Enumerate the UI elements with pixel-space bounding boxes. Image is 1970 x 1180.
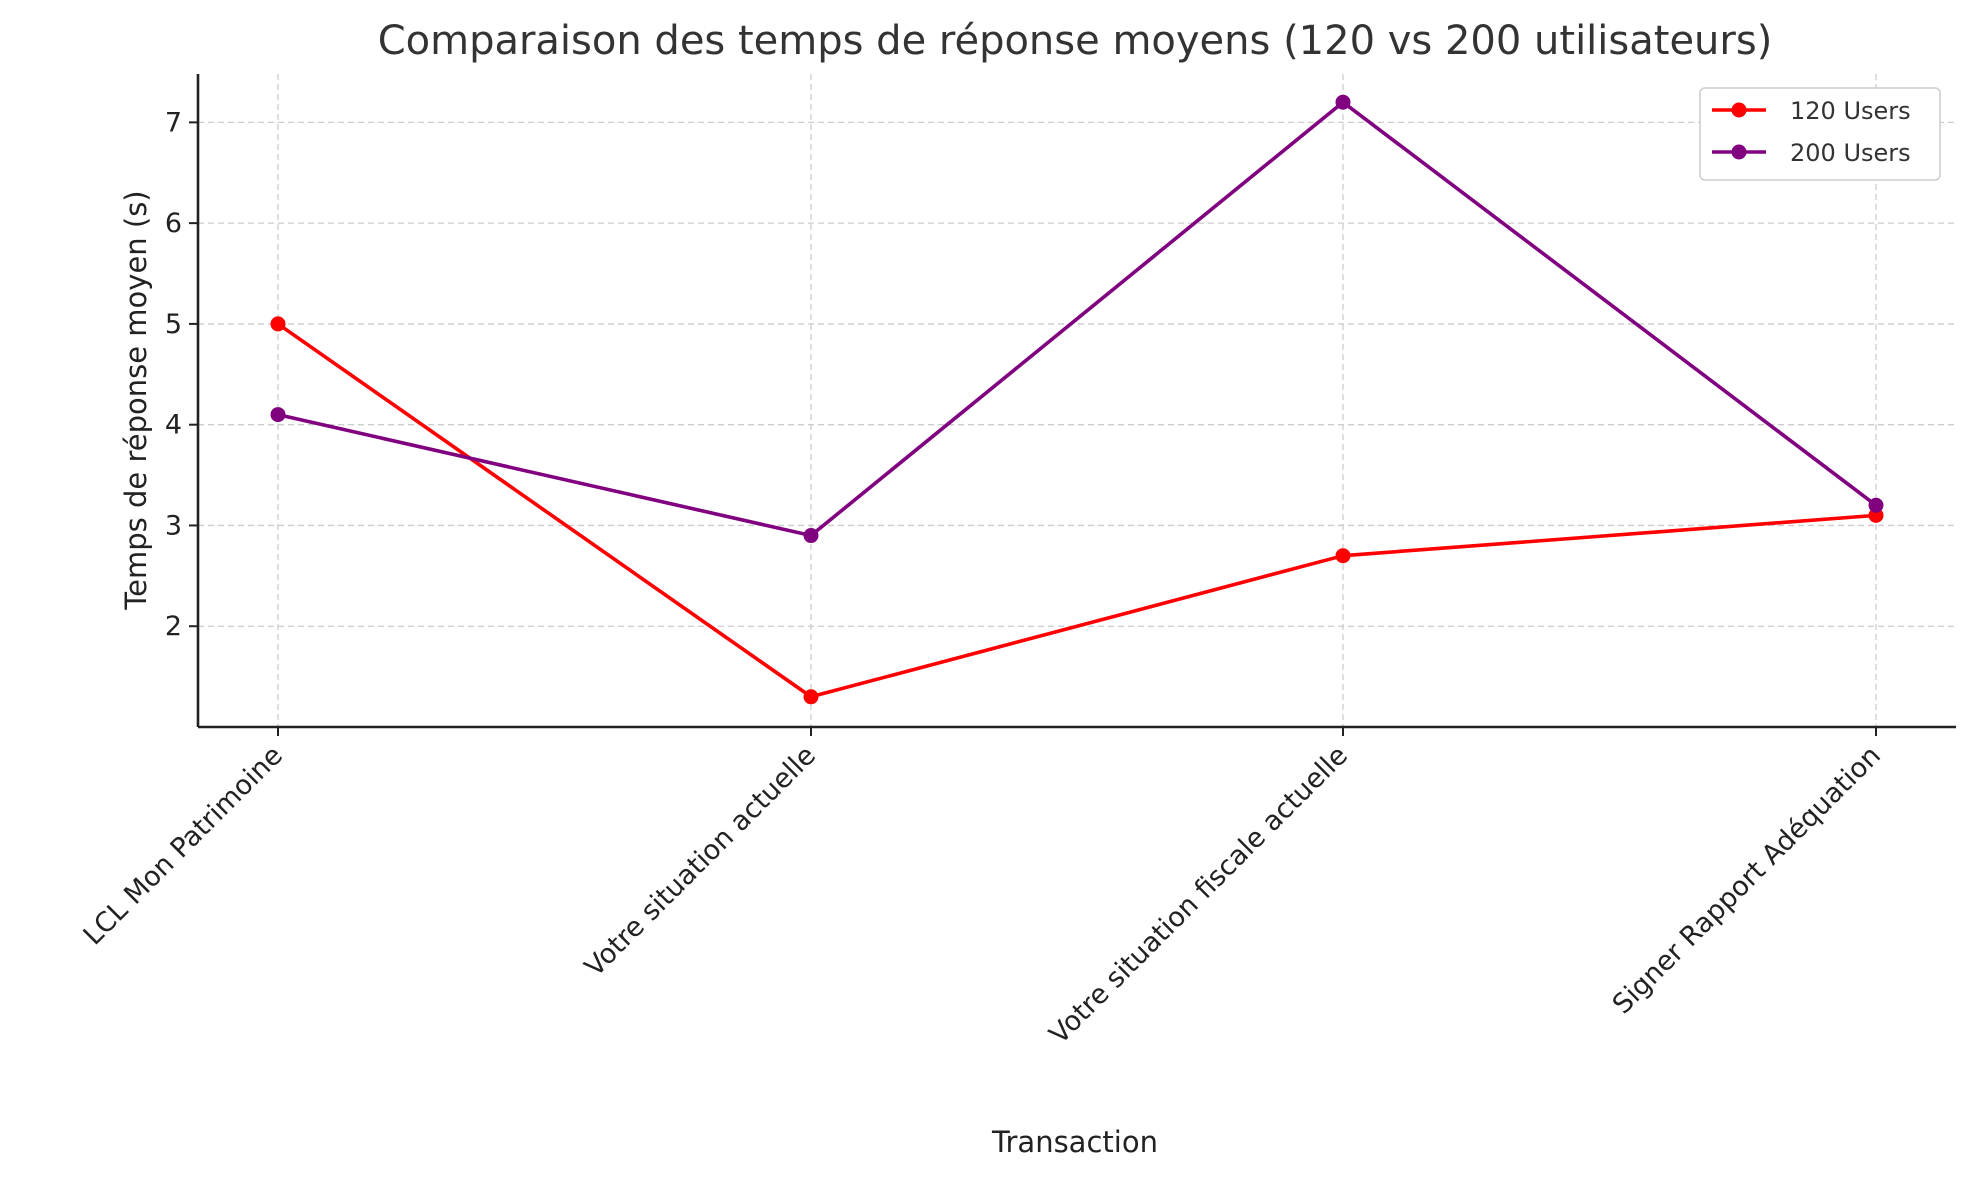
y-tick-label: 2	[165, 611, 182, 642]
y-tick-label: 3	[165, 510, 182, 541]
series-line	[277, 100, 1878, 538]
x-axis-label: Transaction	[991, 1125, 1158, 1159]
legend: 120 Users 200 Users	[1699, 87, 1941, 181]
y-tick-label: 5	[165, 309, 182, 340]
axes	[196, 74, 1956, 729]
data-point	[1335, 548, 1351, 564]
x-tick-label: Votre situation actuelle	[579, 740, 822, 983]
series-line	[276, 322, 1877, 699]
data-point	[1335, 94, 1351, 110]
data-point	[270, 407, 286, 423]
y-axis-label: Temps de réponse moyen (s)	[119, 190, 153, 610]
series	[270, 94, 1884, 705]
legend-label: 120 Users	[1790, 97, 1911, 125]
data-point	[1868, 497, 1884, 513]
legend-swatch-marker	[1731, 102, 1747, 118]
chart-title: Comparaison des temps de réponse moyens …	[378, 18, 1773, 64]
x-ticks: LCL Mon Patrimoine Votre situation actuel…	[78, 727, 1887, 1050]
legend-swatch-marker	[1731, 144, 1747, 160]
data-point	[803, 528, 819, 544]
data-point	[803, 689, 819, 705]
data-point	[270, 316, 286, 332]
y-ticks: 2 3 4 5 6 7	[165, 107, 198, 642]
x-tick-label: Votre situation fiscale actuelle	[1044, 740, 1354, 1050]
y-tick-label: 4	[165, 410, 182, 441]
y-tick-label: 6	[165, 208, 182, 239]
x-tick-label: LCL Mon Patrimoine	[78, 740, 289, 951]
y-tick-label: 7	[165, 107, 182, 138]
x-tick-label: Signer Rapport Adéquation	[1607, 740, 1887, 1020]
legend-label: 200 Users	[1790, 139, 1911, 167]
grid	[198, 74, 1956, 727]
